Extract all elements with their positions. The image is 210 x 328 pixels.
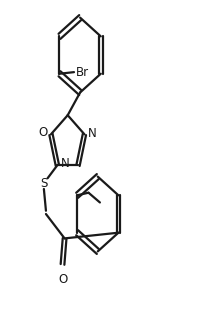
Text: O: O: [58, 273, 67, 286]
Text: S: S: [40, 176, 47, 190]
Text: O: O: [38, 126, 47, 139]
Text: N: N: [88, 127, 97, 140]
Text: N: N: [60, 157, 69, 170]
Text: Br: Br: [76, 66, 89, 79]
